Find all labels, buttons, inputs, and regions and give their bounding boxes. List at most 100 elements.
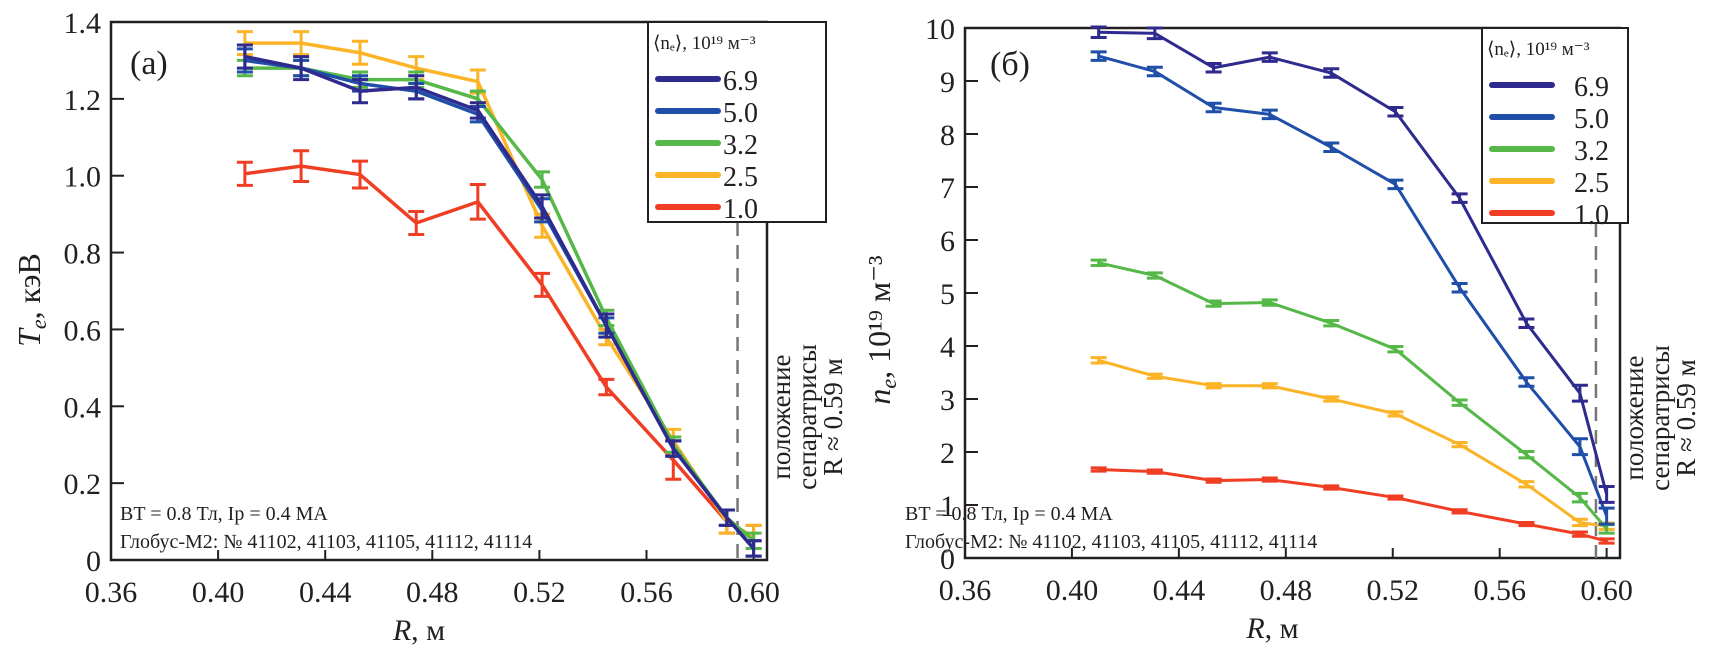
series-line <box>244 54 755 550</box>
x-tick-label: 0.52 <box>1367 574 1420 607</box>
y-tick-label: 0.8 <box>64 238 102 271</box>
data-point <box>665 439 682 458</box>
separatrix-label-line: сепаратрисы <box>1645 345 1675 491</box>
data-point <box>1451 281 1468 294</box>
data-point <box>534 271 551 298</box>
series-line <box>1098 358 1607 528</box>
x-tick-label: 0.44 <box>1153 574 1206 607</box>
data-point <box>1261 108 1278 121</box>
data-point <box>1090 258 1107 267</box>
y-tick-label: 10 <box>925 13 955 46</box>
data-point <box>352 159 369 190</box>
y-tick-label: 7 <box>940 172 955 205</box>
annotation-shots: Глобус-М2: № 41102, 41103, 41105, 41112,… <box>120 531 532 553</box>
y-tick-label: 1.4 <box>64 7 102 40</box>
data-point <box>236 43 253 70</box>
x-tick-label: 0.48 <box>406 576 459 609</box>
legend-entry-label: 3.2 <box>723 130 758 161</box>
data-point <box>1451 192 1468 204</box>
separatrix-label-line: R ≈ 0.59 м <box>1671 359 1701 476</box>
data-point <box>1518 480 1535 489</box>
x-axis-var: R <box>1245 612 1264 645</box>
legend: ⟨nₑ⟩, 10¹⁹ м⁻³ 6.95.03.22.51.0 <box>647 21 827 225</box>
data-point <box>718 508 735 527</box>
x-axis-label: R, м <box>1245 612 1298 645</box>
series-6.9 <box>1090 25 1615 504</box>
legend-title: ⟨nₑ⟩, 10¹⁹ м⁻³ <box>653 33 756 54</box>
data-point <box>1205 101 1222 114</box>
series-line <box>244 164 755 539</box>
data-point <box>1146 372 1163 380</box>
data-point <box>1090 25 1107 40</box>
y-axis-unit: , 10¹⁹ м⁻³ <box>861 255 897 378</box>
separatrix-label-line: положение <box>766 354 796 479</box>
plot-frame <box>109 20 769 562</box>
data-point <box>352 78 369 105</box>
data-point <box>1387 106 1404 118</box>
legend-box <box>647 21 827 223</box>
data-point <box>1146 26 1163 41</box>
x-axis-unit: , м <box>411 614 445 647</box>
data-point <box>236 160 253 187</box>
y-tick-label: 2 <box>940 437 955 470</box>
x-tick-label: 0.48 <box>1260 574 1313 607</box>
x-tick-label: 0.56 <box>1473 574 1526 607</box>
annotation-shots: Глобус-М2: № 41102, 41103, 41105, 41112,… <box>905 531 1317 553</box>
data-point <box>293 149 310 183</box>
data-point <box>1451 508 1468 515</box>
data-point <box>1205 477 1222 484</box>
y-tick-label: 1.2 <box>64 84 102 117</box>
legend-box <box>1481 27 1629 224</box>
data-point <box>469 183 486 221</box>
data-point <box>293 30 310 57</box>
legend-entry-label: 6.9 <box>1574 72 1609 103</box>
legend-entry-label: 2.5 <box>1574 168 1609 199</box>
y-tick-label: 0.2 <box>64 468 102 501</box>
data-point <box>1090 466 1107 473</box>
separatrix-label-line: положение <box>1619 355 1649 480</box>
data-point <box>1451 398 1468 407</box>
data-point <box>1261 298 1278 307</box>
y-axis-var: n <box>861 389 897 405</box>
data-point <box>408 209 425 237</box>
data-point <box>1323 141 1340 153</box>
y-tick-label: 1 <box>940 490 955 523</box>
y-axis-subscript: e <box>876 379 901 389</box>
data-point <box>1323 319 1340 328</box>
data-point <box>1518 317 1535 329</box>
legend-entry-label: 6.9 <box>723 66 758 97</box>
data-point <box>598 377 615 397</box>
annotation-parameters: BT = 0.8 Тл, Iр = 0.4 МА <box>905 503 1113 525</box>
data-point <box>1571 437 1588 457</box>
x-tick-label: 0.44 <box>299 576 352 609</box>
data-point <box>1205 62 1222 74</box>
panel-b-density-plot: 0.36 0.40 0.44 0.48 0.52 0.56 0.60 0 1 2 3 4 5 6 7 8 9 10… <box>861 13 1701 645</box>
data-point <box>469 101 486 120</box>
data-point <box>1571 517 1588 528</box>
series-1.0 <box>1090 466 1615 545</box>
data-point <box>352 39 369 66</box>
x-tick-label: 0.40 <box>192 576 245 609</box>
annotation-parameters: BT = 0.8 Тл, Iр = 0.4 МА <box>120 503 328 525</box>
legend-title: ⟨nₑ⟩, 10¹⁹ м⁻³ <box>1487 39 1590 60</box>
y-tick-label: 3 <box>940 384 955 417</box>
data-point <box>1205 382 1222 390</box>
data-point <box>1598 506 1615 526</box>
y-axis-subscript: e <box>26 319 51 329</box>
legend: ⟨nₑ⟩, 10¹⁹ м⁻³ 6.95.03.22.51.0 <box>1481 27 1629 231</box>
y-tick-label: 8 <box>940 119 955 152</box>
data-point <box>1146 468 1163 475</box>
series-5.0 <box>1090 50 1615 526</box>
data-point <box>293 55 310 82</box>
series-line <box>1098 30 1609 495</box>
legend-entry-label: 5.0 <box>723 98 758 129</box>
series-line <box>1098 467 1608 543</box>
data-point <box>1518 449 1535 460</box>
x-tick-label: 0.36 <box>85 576 138 609</box>
data-point <box>1571 530 1588 538</box>
data-point <box>1146 65 1163 78</box>
series-line <box>1098 261 1608 530</box>
data-point <box>534 170 551 189</box>
